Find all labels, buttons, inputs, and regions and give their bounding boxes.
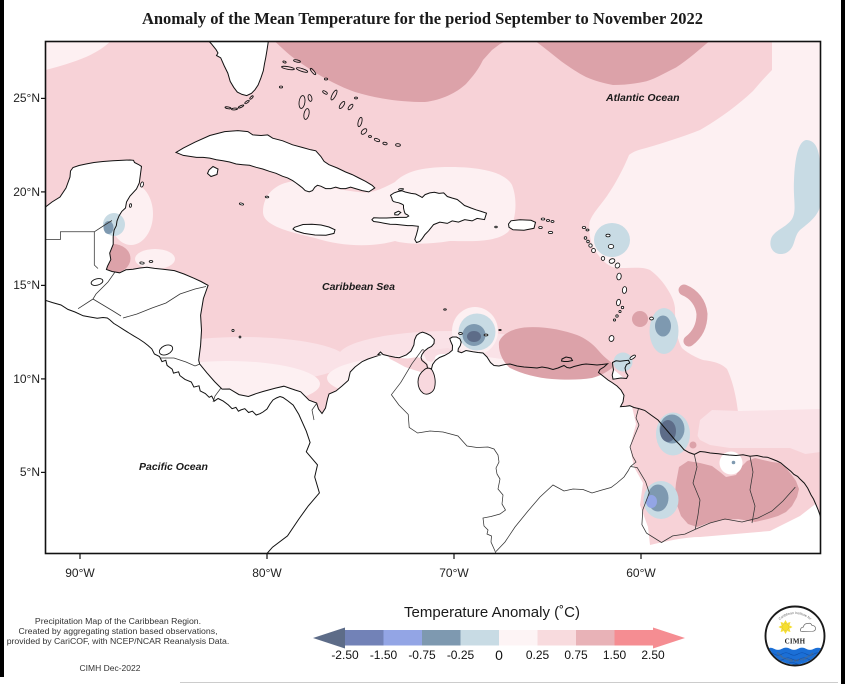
svg-text:CIMH: CIMH bbox=[785, 638, 806, 646]
